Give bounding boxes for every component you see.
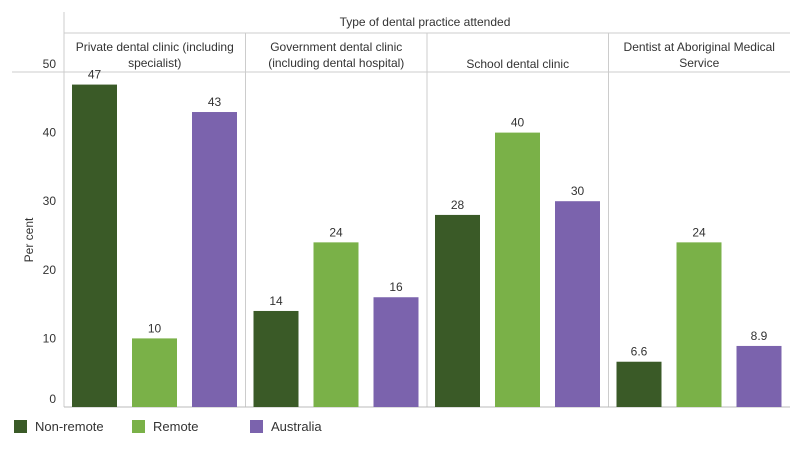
bar-australia: [736, 345, 782, 407]
y-tick-label: 0: [49, 392, 56, 406]
bar-australia: [555, 201, 600, 407]
bar-remote: [495, 132, 540, 407]
y-axis: 0 10 20 30 40 50: [43, 57, 57, 406]
bar-remote: [676, 242, 722, 407]
bar-non-remote: [72, 84, 117, 407]
category-label-line: Service: [679, 56, 719, 70]
legend-item-non-remote: Non-remote: [14, 419, 132, 434]
category-label-line: Government dental clinic: [270, 40, 402, 54]
y-tick-label: 10: [43, 331, 57, 345]
bar-value-label: 43: [208, 95, 222, 109]
bar-remote: [132, 338, 177, 407]
bars: [72, 84, 782, 408]
category-label-line: Dentist at Aboriginal Medical: [624, 40, 775, 54]
bar-value-label: 8.9: [751, 329, 768, 343]
legend-swatch: [250, 420, 263, 433]
category-label-line: specialist): [128, 56, 181, 70]
bar-value-label: 24: [692, 225, 706, 239]
y-axis-title: Per cent: [22, 217, 36, 262]
legend-label: Australia: [271, 419, 322, 434]
bar-value-label: 24: [329, 225, 343, 239]
category-label-line: (including dental hospital): [268, 56, 404, 70]
legend-item-remote: Remote: [132, 419, 250, 434]
y-tick-label: 20: [43, 263, 57, 277]
bar-non-remote: [253, 310, 299, 407]
category-label-line: Private dental clinic (including: [76, 40, 234, 54]
legend-swatch: [132, 420, 145, 433]
bar-value-label: 28: [451, 198, 465, 212]
bar-value-label: 47: [88, 68, 102, 82]
bar-australia: [192, 112, 237, 408]
bar-value-label: 14: [269, 294, 283, 308]
category-label: Dentist at Aboriginal Medical Service: [624, 40, 775, 70]
category-label: Private dental clinic (including speciali…: [76, 40, 234, 70]
category-label-line: School dental clinic: [466, 57, 569, 71]
bar-non-remote: [435, 214, 480, 407]
legend: Non-remote Remote Australia: [14, 419, 322, 434]
bar-remote: [313, 242, 359, 407]
category-label: Government dental clinic (including denta…: [268, 40, 404, 70]
bar-value-label: 16: [389, 280, 403, 294]
legend-swatch: [14, 420, 27, 433]
data-labels: 47 10 43 14 24 16 28 40 30 6.6 24 8.9: [88, 68, 768, 359]
bar-value-label: 40: [511, 116, 525, 130]
category-labels: Private dental clinic (including speciali…: [76, 40, 775, 71]
legend-label: Non-remote: [35, 419, 104, 434]
bar-australia: [373, 297, 419, 407]
chart-frame: [12, 12, 790, 408]
legend-item-australia: Australia: [250, 419, 322, 434]
bar-value-label: 30: [571, 184, 585, 198]
y-tick-label: 40: [43, 126, 57, 140]
y-tick-label: 50: [43, 57, 57, 71]
bar-value-label: 10: [148, 321, 162, 335]
bar-value-label: 6.6: [631, 345, 648, 359]
bar-non-remote: [616, 361, 662, 407]
column-header: Type of dental practice attended: [340, 15, 511, 29]
y-tick-label: 30: [43, 194, 57, 208]
category-label: School dental clinic: [466, 57, 569, 71]
legend-label: Remote: [153, 419, 199, 434]
